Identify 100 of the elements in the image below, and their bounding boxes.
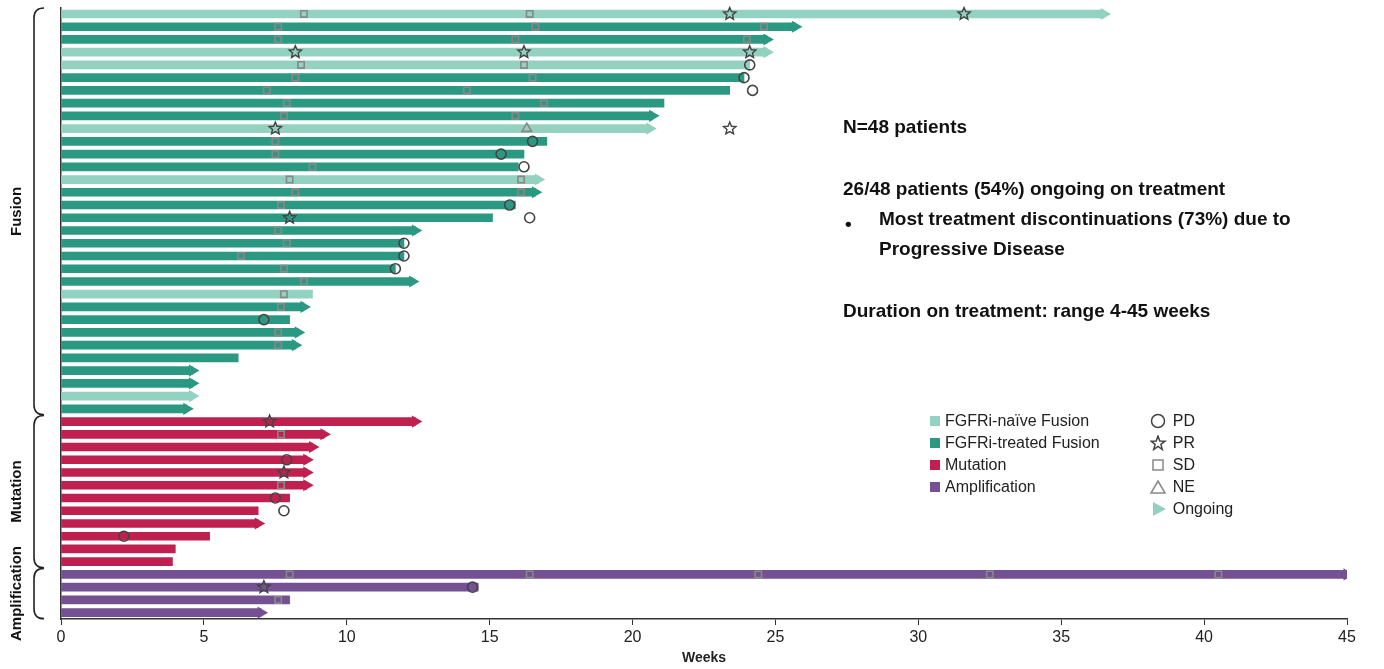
point [183, 402, 194, 415]
point [743, 59, 756, 71]
point [282, 210, 297, 224]
point [528, 73, 537, 82]
point [274, 328, 283, 337]
point [294, 326, 306, 339]
bar [61, 200, 516, 210]
bar [61, 149, 525, 159]
x-axis-title: Weeks [681, 649, 727, 666]
text: Amplification [7, 546, 25, 642]
x-tick-label: 25 [766, 628, 785, 646]
point [539, 99, 548, 108]
legend-label: FGFRi-treated Fusion [945, 434, 1100, 452]
legend-label: FGFRi-naïve Fusion [945, 412, 1090, 430]
bar [61, 353, 239, 363]
point [646, 122, 657, 135]
legend-label: SD [1172, 456, 1195, 474]
point [279, 111, 288, 120]
legend-label: PD [1172, 412, 1195, 430]
bar [61, 595, 290, 605]
x-tick-label: 15 [480, 628, 499, 646]
point [188, 377, 200, 390]
point [299, 277, 308, 286]
point [389, 262, 402, 275]
point [274, 226, 283, 235]
bar [61, 238, 405, 248]
point [291, 188, 300, 197]
point [521, 122, 533, 133]
point [534, 173, 546, 186]
point [277, 481, 286, 490]
point [763, 46, 774, 59]
point [269, 492, 282, 504]
x-tick-label: 30 [909, 628, 928, 646]
bar [61, 570, 1347, 579]
point [754, 570, 763, 579]
point [258, 313, 270, 326]
point [285, 175, 294, 184]
point [277, 430, 286, 439]
point [282, 239, 291, 248]
x-tick-label: 5 [199, 628, 209, 646]
point [303, 479, 314, 492]
annotation: Most treatment discontinuations (73%) due to Progressive Disease [879, 208, 1291, 259]
point [291, 339, 303, 352]
point [277, 302, 286, 311]
point [303, 466, 314, 479]
point [517, 175, 526, 184]
point [526, 135, 539, 148]
point [411, 224, 423, 237]
point [649, 109, 660, 122]
x-tick-label: 40 [1195, 628, 1214, 646]
point [746, 84, 759, 97]
point [957, 6, 971, 20]
text: Mutation [7, 460, 25, 523]
point [519, 60, 528, 69]
point [722, 121, 737, 135]
point [738, 71, 750, 84]
legend-label: Ongoing [1172, 500, 1234, 518]
x-tick-label: 45 [1338, 628, 1356, 646]
bar [61, 557, 173, 567]
point [308, 440, 320, 454]
point [278, 504, 290, 517]
legend-label: Mutation [945, 456, 1007, 474]
point [188, 390, 200, 403]
point [511, 35, 520, 44]
point [297, 60, 306, 69]
point [320, 428, 331, 441]
bar [61, 493, 290, 503]
point [742, 44, 757, 59]
annotation: Duration on treatment: range 4-45 weeks [843, 299, 1212, 323]
point [291, 73, 300, 82]
point [279, 290, 288, 299]
bar [61, 137, 548, 146]
point [274, 595, 283, 604]
legend-label: Amplification [945, 478, 1036, 496]
point [279, 264, 288, 273]
annotation: • [845, 213, 852, 235]
x-tick-label: 0 [56, 628, 66, 646]
point [525, 9, 534, 18]
bar [61, 506, 259, 516]
point [303, 453, 314, 466]
point [517, 44, 531, 59]
point [277, 465, 291, 479]
point [462, 86, 471, 95]
point [517, 188, 526, 197]
point [274, 341, 283, 350]
point [299, 9, 308, 18]
point [118, 530, 130, 543]
point [411, 415, 423, 428]
point [274, 35, 283, 44]
bar [61, 86, 731, 95]
point [271, 137, 280, 146]
point [274, 22, 283, 31]
point [285, 570, 294, 579]
point [523, 211, 536, 224]
point [503, 199, 516, 211]
point [188, 364, 200, 377]
x-tick-label: 35 [1052, 628, 1071, 646]
point [277, 201, 286, 210]
bar [61, 544, 176, 554]
bar [61, 582, 479, 592]
